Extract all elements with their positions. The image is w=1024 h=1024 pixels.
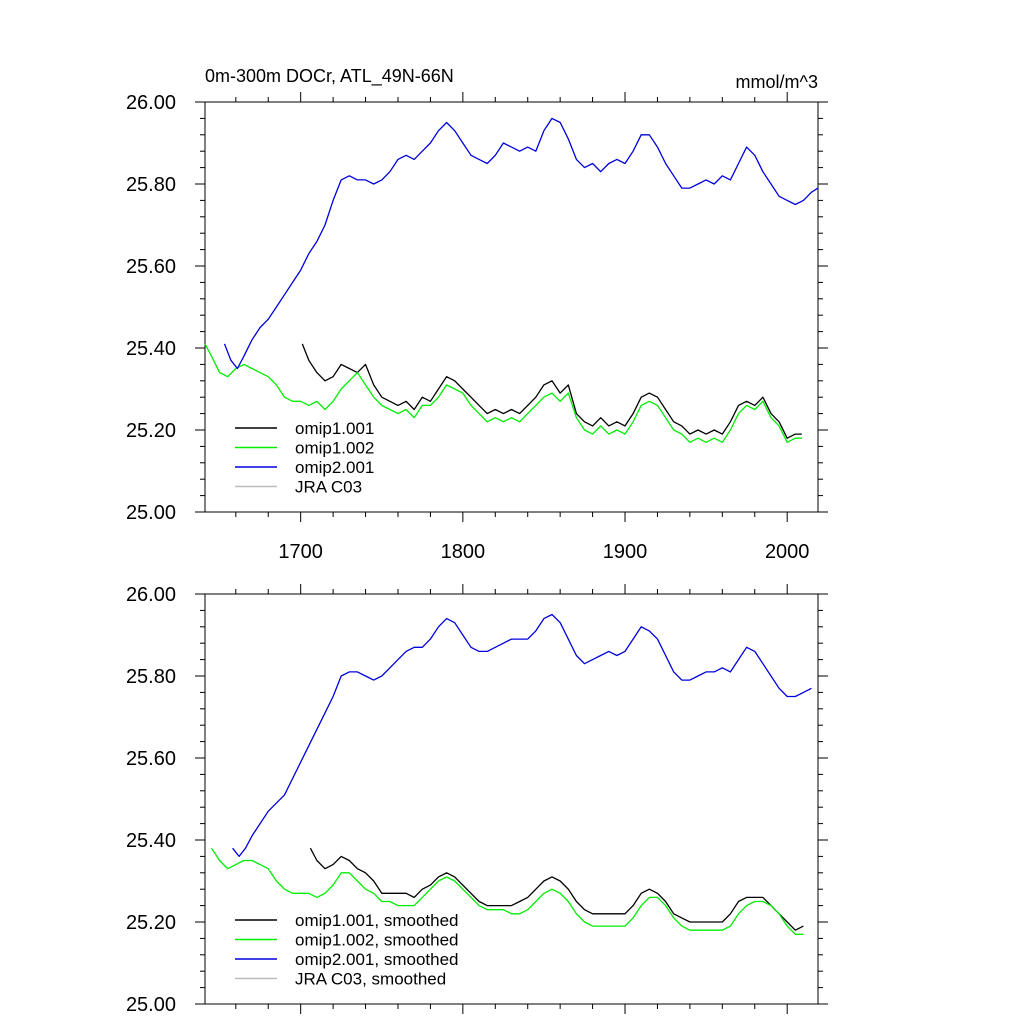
x-tick-label: 1800	[441, 541, 486, 563]
y-tick-label: 26.00	[126, 92, 176, 114]
y-tick-label: 25.00	[126, 994, 176, 1016]
legend-label: omip1.001, smoothed	[295, 911, 459, 930]
legend-label: JRA C03	[295, 478, 362, 497]
series-line	[204, 343, 802, 443]
bottom-panel: 25.00 25.20 25.40 25.60 25.80 26.00 omip1.001…	[126, 584, 828, 1016]
x-tick-label: 1700	[278, 541, 323, 563]
series-line	[309, 847, 804, 931]
top-panel: 0m-300m DOCr, ATL_49N-66N mmol/m^3 1700 1…	[126, 66, 828, 563]
plot-frame	[204, 593, 819, 1005]
top-series-group	[204, 117, 819, 443]
units-label: mmol/m^3	[736, 72, 818, 92]
series-line	[210, 847, 804, 935]
legend-label: omip2.001, smoothed	[295, 950, 459, 969]
legend-label: omip1.002	[295, 439, 374, 458]
series-line	[232, 613, 812, 858]
series-line	[223, 117, 819, 370]
y-tick-label: 25.20	[126, 420, 176, 442]
bottom-series-group	[210, 613, 812, 935]
legend-label: JRA C03, smoothed	[295, 970, 446, 989]
chart-title: 0m-300m DOCr, ATL_49N-66N	[205, 66, 454, 87]
legend-label: omip1.001	[295, 419, 374, 438]
y-tick-label: 25.60	[126, 256, 176, 278]
y-tick-label: 25.80	[126, 174, 176, 196]
series-line	[301, 343, 802, 439]
plot-frame	[204, 101, 819, 513]
y-tick-label: 25.40	[126, 338, 176, 360]
bottom-axes: 25.00 25.20 25.40 25.60 25.80 26.00	[126, 584, 828, 1016]
y-tick-label: 25.80	[126, 666, 176, 688]
legend-label: omip2.001	[295, 458, 374, 477]
x-tick-label: 2000	[765, 541, 810, 563]
y-tick-label: 25.60	[126, 748, 176, 770]
y-tick-label: 25.40	[126, 830, 176, 852]
x-tick-label: 1900	[603, 541, 648, 563]
y-tick-label: 25.20	[126, 912, 176, 934]
legend-label: omip1.002, smoothed	[295, 931, 459, 950]
y-tick-label: 26.00	[126, 584, 176, 606]
y-tick-label: 25.00	[126, 502, 176, 524]
top-axes: 1700 1800 1900 2000 25.00 25.20 25.40 25.60 25.8…	[126, 92, 828, 563]
